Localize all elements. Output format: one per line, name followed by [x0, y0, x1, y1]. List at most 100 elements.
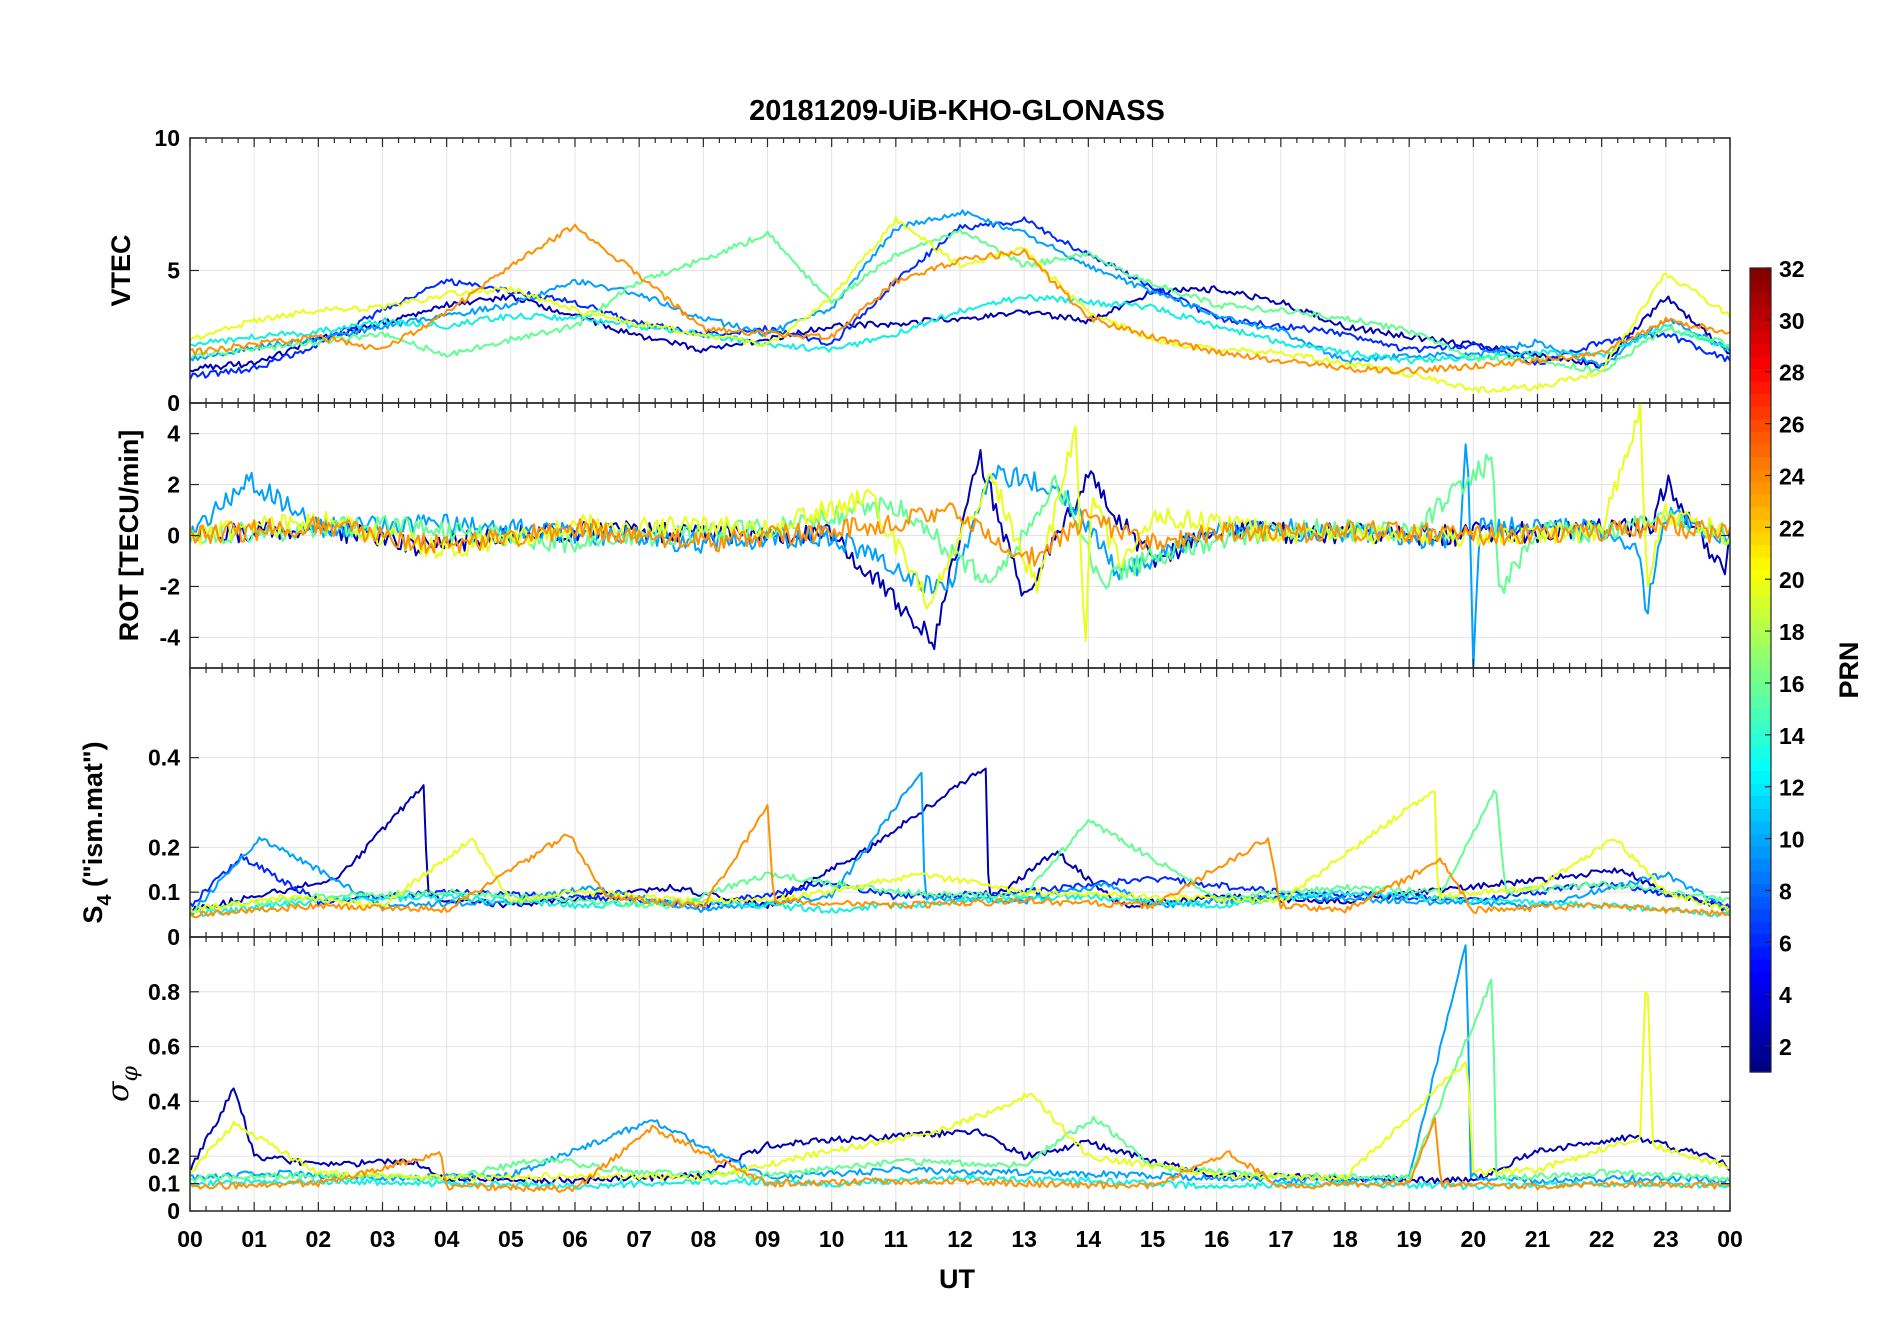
colorbar-swatch — [1750, 871, 1771, 885]
x-tick-label: 23 — [1653, 1226, 1679, 1252]
series-group — [190, 209, 1730, 393]
series-prn-13 — [190, 293, 1730, 365]
colorbar-swatch — [1750, 946, 1771, 960]
colorbar-swatch — [1750, 745, 1771, 759]
y-tick-label: -2 — [160, 573, 180, 599]
y-tick-label: 0.6 — [148, 1034, 180, 1060]
panel-rot: -4 -2 0 2 4 ROT [TECU/min] — [114, 402, 1731, 669]
series-prn-23 — [190, 223, 1730, 375]
y-tick-label: -4 — [160, 624, 181, 650]
colorbar-swatch — [1750, 971, 1771, 985]
y-tick-label: 0.4 — [148, 1088, 180, 1114]
x-tick-labels: 00 01 02 03 04 05 06 07 08 09 10 11 12 13 14 15 16 17 18 19… — [177, 1226, 1743, 1252]
y-axis-label: S4 ("ism.mat") — [78, 741, 116, 923]
y-tick-labels: 0 5 10 — [154, 125, 1730, 416]
x-tick-label: 11 — [884, 1226, 909, 1252]
panel-vtec: 0 5 10 VTEC — [106, 125, 1731, 416]
colorbar-tick-label: 10 — [1779, 827, 1805, 853]
colorbar-swatch — [1750, 695, 1771, 709]
x-tick-label: 04 — [434, 1226, 460, 1252]
colorbar-swatch — [1750, 268, 1771, 282]
x-tick-label: 13 — [1011, 1226, 1037, 1252]
y-tick-label: 0.8 — [148, 979, 180, 1005]
colorbar-tick-label: 22 — [1779, 515, 1805, 541]
panel-sigma_phi: 00.10.2 0.4 0.6 0.8 σφ — [101, 936, 1731, 1224]
colorbar-tick-label: 8 — [1779, 878, 1792, 904]
x-tick-label: 07 — [626, 1226, 652, 1252]
colorbar-swatch — [1750, 707, 1771, 721]
colorbar-swatch — [1750, 1059, 1771, 1073]
colorbar-swatch — [1750, 657, 1771, 671]
colorbar-swatch — [1750, 1021, 1771, 1035]
x-tick-label: 00 — [1717, 1226, 1743, 1252]
colorbar-swatch — [1750, 883, 1771, 897]
colorbar-tick-label: 28 — [1779, 360, 1805, 386]
colorbar-swatch — [1750, 393, 1771, 407]
x-minor-ticks — [189, 403, 1731, 668]
colorbar-swatch — [1750, 770, 1771, 784]
series-prn-23 — [190, 804, 1730, 919]
x-tick-label: 20 — [1461, 1226, 1487, 1252]
colorbar-swatch — [1750, 318, 1771, 332]
colorbar-tick-label: 14 — [1779, 723, 1805, 749]
y-tick-label: 0 — [167, 1198, 180, 1224]
colorbar-swatch — [1750, 1046, 1771, 1061]
colorbar-swatch — [1750, 368, 1771, 382]
y-tick-label: 0 — [167, 390, 180, 416]
x-tick-label: 02 — [306, 1226, 332, 1252]
colorbar-swatch — [1750, 582, 1771, 596]
series-prn-23 — [190, 1116, 1730, 1193]
colorbar-tick-label: 16 — [1779, 671, 1805, 697]
x-tick-label: 09 — [755, 1226, 781, 1252]
series-prn-19 — [190, 403, 1730, 642]
colorbar-swatch — [1750, 795, 1771, 809]
colorbar-label: PRN — [1834, 641, 1864, 698]
colorbar-tick-label: 26 — [1779, 412, 1805, 438]
y-tick-label: 0 — [167, 924, 180, 950]
colorbar-tick-label: 2 — [1779, 1034, 1792, 1060]
colorbar-swatch — [1750, 958, 1771, 973]
x-tick-label: 16 — [1204, 1226, 1230, 1252]
colorbar-swatch — [1750, 682, 1771, 696]
y-tick-labels: 0 0.1 0.2 0.4 — [148, 745, 1730, 950]
colorbar-swatch — [1750, 908, 1771, 922]
chart-title: 20181209-UiB-KHO-GLONASS — [749, 95, 1165, 127]
y-tick-label: 0.2 — [148, 1143, 180, 1169]
y-tick-labels: -4 -2 0 2 4 — [160, 421, 1730, 650]
colorbar-tick-label: 4 — [1779, 982, 1792, 1008]
colorbar-swatch — [1750, 506, 1771, 520]
colorbar-tick-label: 32 — [1779, 256, 1805, 282]
series-prn-9 — [190, 771, 1730, 916]
colorbar-swatch — [1750, 921, 1771, 935]
colorbar-swatch — [1750, 469, 1771, 483]
colorbar-tick-label: 6 — [1779, 930, 1792, 956]
x-tick-label: 10 — [819, 1226, 845, 1252]
y-axis-label: ROT [TECU/min] — [114, 430, 144, 641]
colorbar-swatch — [1750, 896, 1771, 910]
colorbar-swatch — [1750, 330, 1771, 344]
x-tick-label: 21 — [1525, 1226, 1551, 1252]
series-prn-2 — [190, 1087, 1730, 1185]
colorbar-swatch — [1750, 569, 1771, 583]
series-prn-9 — [190, 944, 1730, 1185]
series-group — [190, 767, 1730, 919]
colorbar-swatch — [1750, 632, 1771, 646]
colorbar-swatch — [1750, 280, 1771, 294]
y-tick-label: 0.1 — [148, 1171, 180, 1197]
colorbar-swatch — [1750, 619, 1771, 633]
y-tick-label: 5 — [167, 258, 180, 284]
colorbar-swatch — [1750, 556, 1771, 571]
series-prn-5 — [190, 216, 1730, 380]
colorbar-frame — [1749, 267, 1772, 1073]
x-tick-label: 15 — [1140, 1226, 1166, 1252]
x-tick-label: 06 — [562, 1226, 588, 1252]
colorbar-swatch — [1750, 431, 1771, 445]
series-prn-16 — [190, 789, 1730, 914]
y-axis-label: VTEC — [106, 234, 136, 306]
colorbar-swatch — [1750, 783, 1771, 797]
series-prn-2 — [190, 285, 1730, 373]
series-prn-13 — [190, 889, 1730, 918]
colorbar-swatch — [1750, 670, 1771, 684]
colorbar-swatch — [1750, 1034, 1771, 1048]
